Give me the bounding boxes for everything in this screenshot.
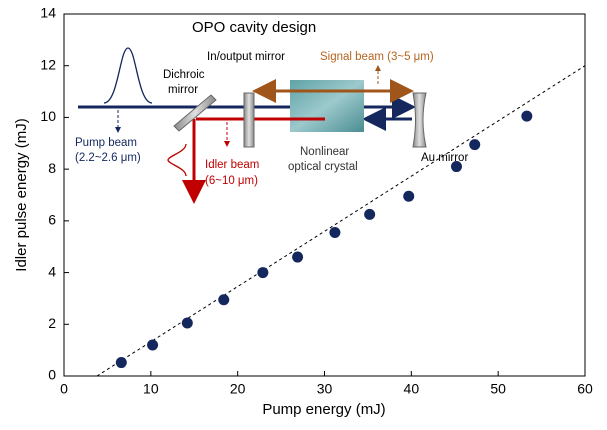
io-mirror-label: In/output mirror — [207, 51, 285, 63]
crystal-label: Nonlinear — [300, 146, 349, 158]
fit-line — [96, 65, 586, 377]
inset-title: OPO cavity design — [192, 19, 316, 36]
data-point — [364, 208, 376, 220]
data-point — [292, 251, 304, 263]
idler-label: (6~10 μm) — [205, 175, 258, 187]
au-mirror-label: Au mirror — [421, 152, 468, 164]
x-tick-label: 0 — [60, 381, 68, 397]
crystal — [290, 80, 364, 132]
data-point — [115, 357, 127, 369]
data-point — [329, 226, 341, 238]
y-axis-label: Idler pulse energy (mJ) — [13, 118, 30, 271]
y-tick-label: 2 — [48, 315, 56, 331]
y-tick-label: 8 — [48, 160, 56, 176]
y-tick-label: 10 — [40, 108, 56, 124]
inset-diagram: OPO cavity design In/output mirror Signa… — [75, 19, 468, 204]
x-tick-label: 20 — [230, 381, 246, 397]
y-tick-label: 6 — [48, 212, 56, 228]
y-tick-label: 0 — [48, 367, 56, 383]
x-tick-label: 50 — [490, 381, 506, 397]
x-axis-label: Pump energy (mJ) — [262, 401, 385, 418]
y-tick-label: 14 — [40, 5, 56, 21]
plot-frame — [63, 13, 586, 377]
data-point — [521, 110, 533, 122]
dichroic-mirror — [173, 94, 217, 132]
x-tick-label: 30 — [317, 381, 333, 397]
data-point — [450, 161, 462, 173]
pump-label: Pump beam — [75, 137, 137, 149]
y-tick-label: 12 — [40, 56, 56, 72]
x-tick-label: 60 — [577, 381, 593, 397]
idler-label: Idler beam — [205, 159, 259, 171]
pump-label: (2.2~2.6 μm) — [75, 152, 141, 164]
data-point — [257, 267, 269, 279]
idler-pulse — [167, 143, 187, 177]
signal-label: Signal beam (3~5 μm) — [320, 51, 434, 63]
crystal-label: optical crystal — [288, 161, 358, 173]
data-point — [218, 294, 230, 306]
data-point — [181, 317, 193, 329]
data-point — [403, 190, 415, 202]
x-tick-label: 10 — [143, 381, 159, 397]
au-mirror — [412, 92, 427, 148]
x-tick-label: 40 — [404, 381, 420, 397]
data-point — [147, 339, 159, 351]
y-tick-label: 4 — [48, 263, 56, 279]
dichroic-label: Dichroic — [163, 69, 205, 81]
data-point — [469, 139, 481, 151]
io-mirror — [243, 92, 255, 148]
pump-pulse — [103, 47, 153, 104]
dichroic-label: mirror — [168, 84, 198, 96]
